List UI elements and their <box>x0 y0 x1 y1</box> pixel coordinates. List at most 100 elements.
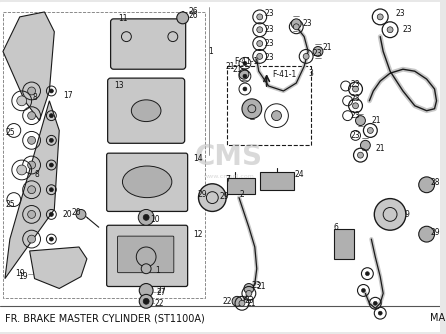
Circle shape <box>373 301 377 305</box>
Circle shape <box>232 296 242 306</box>
Circle shape <box>28 210 36 218</box>
Text: FR. BRAKE MASTER CYLINDER (ST1100A): FR. BRAKE MASTER CYLINDER (ST1100A) <box>5 313 205 323</box>
Text: 3: 3 <box>308 69 313 78</box>
Ellipse shape <box>132 100 161 122</box>
Circle shape <box>50 163 54 167</box>
Text: www.cmsnl.com: www.cmsnl.com <box>204 174 255 179</box>
FancyBboxPatch shape <box>334 229 354 259</box>
Text: 6: 6 <box>334 223 339 232</box>
Text: 7: 7 <box>225 175 230 184</box>
Text: 14: 14 <box>194 154 203 163</box>
Text: 22: 22 <box>222 297 232 306</box>
Circle shape <box>257 14 263 20</box>
Text: 29: 29 <box>198 190 207 199</box>
Circle shape <box>419 226 434 242</box>
Circle shape <box>50 89 54 93</box>
Text: F-41-1: F-41-1 <box>273 70 297 79</box>
Circle shape <box>242 99 262 119</box>
Text: F-41-1: F-41-1 <box>234 57 258 66</box>
Text: 23: 23 <box>351 131 360 140</box>
Text: 21: 21 <box>372 116 381 125</box>
Circle shape <box>243 87 247 91</box>
Text: 21: 21 <box>225 62 235 71</box>
Circle shape <box>50 188 54 192</box>
Text: 21: 21 <box>323 43 332 52</box>
Text: 20: 20 <box>71 208 81 217</box>
Text: 23: 23 <box>312 49 322 58</box>
Circle shape <box>50 237 54 241</box>
Circle shape <box>257 27 263 33</box>
Text: 23: 23 <box>351 95 360 103</box>
Circle shape <box>303 53 309 59</box>
Text: 17: 17 <box>63 92 73 101</box>
Circle shape <box>28 112 36 120</box>
Text: MA: MA <box>429 313 445 323</box>
Circle shape <box>368 128 373 133</box>
Text: 23: 23 <box>245 296 255 305</box>
Polygon shape <box>5 101 59 279</box>
Circle shape <box>17 96 27 106</box>
Circle shape <box>139 284 153 297</box>
Circle shape <box>239 69 249 79</box>
Circle shape <box>243 61 247 65</box>
Circle shape <box>17 165 27 175</box>
FancyBboxPatch shape <box>111 19 186 69</box>
Circle shape <box>378 311 382 315</box>
Circle shape <box>419 177 434 193</box>
Text: 24: 24 <box>294 170 304 179</box>
Text: 10: 10 <box>150 215 160 224</box>
Circle shape <box>374 199 406 230</box>
Text: 23: 23 <box>264 39 274 48</box>
Circle shape <box>28 161 36 169</box>
Circle shape <box>257 53 263 59</box>
Circle shape <box>138 209 154 225</box>
Circle shape <box>28 87 36 95</box>
Circle shape <box>28 235 36 243</box>
Text: 9: 9 <box>405 210 410 219</box>
Circle shape <box>50 114 54 118</box>
Text: 29: 29 <box>430 228 440 237</box>
Text: 26: 26 <box>189 7 198 16</box>
Circle shape <box>76 209 86 219</box>
Circle shape <box>257 41 263 46</box>
Circle shape <box>50 212 54 216</box>
Text: 19: 19 <box>18 272 27 281</box>
Circle shape <box>353 103 359 109</box>
Text: 23: 23 <box>403 25 413 34</box>
FancyBboxPatch shape <box>227 66 311 145</box>
Polygon shape <box>29 247 87 289</box>
FancyBboxPatch shape <box>107 153 188 211</box>
FancyBboxPatch shape <box>118 236 174 273</box>
Circle shape <box>246 291 252 296</box>
Circle shape <box>141 264 151 274</box>
Text: 21: 21 <box>232 65 242 74</box>
Circle shape <box>143 214 149 220</box>
Circle shape <box>387 27 393 33</box>
Text: 22: 22 <box>154 299 164 308</box>
Text: CMS: CMS <box>195 143 263 171</box>
FancyBboxPatch shape <box>227 178 255 194</box>
Text: 25: 25 <box>6 200 16 209</box>
Text: 27: 27 <box>156 286 165 295</box>
Ellipse shape <box>123 166 172 198</box>
Circle shape <box>139 294 153 308</box>
Circle shape <box>377 14 383 20</box>
Circle shape <box>243 74 247 78</box>
Text: 8: 8 <box>33 94 37 102</box>
Text: 29: 29 <box>219 192 229 201</box>
Circle shape <box>355 116 365 126</box>
Text: 23: 23 <box>395 9 405 18</box>
Text: 23: 23 <box>264 53 274 62</box>
Circle shape <box>291 19 301 29</box>
Text: 23: 23 <box>264 9 274 18</box>
FancyBboxPatch shape <box>0 2 441 332</box>
Text: 23: 23 <box>351 111 360 120</box>
Text: 23: 23 <box>302 19 312 28</box>
Text: 13: 13 <box>115 80 124 90</box>
FancyBboxPatch shape <box>260 172 294 190</box>
Circle shape <box>358 152 363 158</box>
Circle shape <box>143 298 149 304</box>
Circle shape <box>313 46 323 56</box>
FancyBboxPatch shape <box>107 225 188 287</box>
Text: 23: 23 <box>252 281 261 290</box>
